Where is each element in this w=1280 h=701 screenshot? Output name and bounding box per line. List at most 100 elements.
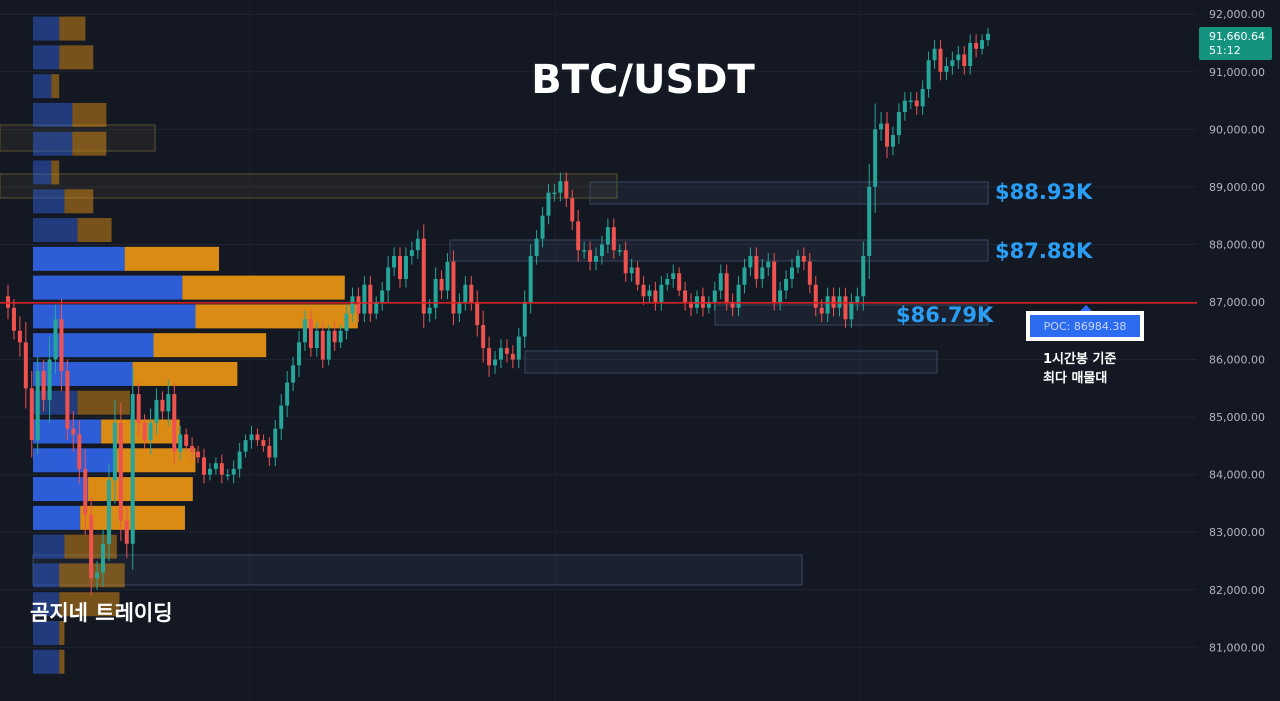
candle-body	[665, 278, 670, 285]
candle-body	[974, 42, 979, 49]
poc-note-line2: 최다 매물대	[1043, 370, 1107, 386]
candle-body	[6, 296, 10, 308]
candle-body	[29, 388, 34, 441]
vp-sell-bar	[59, 620, 65, 645]
vp-buy-bar	[33, 16, 60, 41]
candle-body	[683, 290, 688, 302]
candle-body	[902, 100, 907, 113]
candle-body	[914, 100, 919, 107]
candle-body	[409, 250, 414, 256]
candle-body	[564, 181, 569, 199]
vp-sell-bar	[88, 477, 193, 502]
vp-sell-bar	[72, 102, 107, 127]
vp-buy-bar	[33, 160, 52, 185]
candle-body	[570, 198, 575, 222]
candle-body	[671, 273, 676, 279]
candle-body	[528, 255, 533, 302]
candle-body	[475, 302, 480, 326]
candle-body	[599, 244, 604, 256]
candle-body	[790, 267, 794, 279]
candle-body	[718, 273, 723, 291]
candle-body	[41, 371, 46, 400]
candle-body	[795, 255, 800, 268]
candle-body	[736, 284, 741, 308]
candlesticks	[6, 28, 990, 596]
candle-body	[481, 325, 486, 349]
candle-body	[641, 284, 646, 297]
candle-body	[498, 348, 503, 360]
candle-body	[694, 296, 699, 308]
vp-buy-bar	[33, 505, 81, 530]
vp-sell-bar	[59, 649, 65, 674]
price-axis[interactable]: 92,000.00 91,000.00 90,000.00 89,000.00 88,0…	[1209, 8, 1265, 654]
vp-buy-bar	[33, 448, 115, 473]
candle-body	[712, 290, 717, 302]
candle-body	[332, 330, 337, 343]
candle-body	[196, 451, 201, 458]
candle-body	[980, 40, 985, 49]
current-price-text: 91,660.64	[1209, 30, 1265, 43]
vp-sell-bar	[124, 246, 220, 271]
vp-buy-bar	[33, 592, 60, 617]
candle-body	[106, 480, 111, 544]
price-tick-label: 81,000.00	[1209, 641, 1265, 654]
candle-body	[23, 342, 28, 389]
candle-body	[451, 261, 456, 314]
candle-body	[647, 290, 652, 297]
candle-body	[504, 348, 509, 354]
candle-body	[588, 250, 593, 262]
vp-buy-bar	[33, 246, 125, 271]
candle-body	[457, 302, 462, 314]
candle-body	[801, 255, 806, 262]
vp-sell-bar	[72, 131, 107, 156]
candle-body	[17, 330, 22, 343]
zone-rect	[0, 173, 618, 199]
countdown-text: 51:12	[1209, 44, 1241, 57]
candle-body	[207, 468, 212, 475]
candle-body	[184, 434, 189, 446]
candle-body	[576, 221, 581, 251]
candle-body	[754, 255, 759, 279]
candle-body	[314, 330, 319, 349]
candle-body	[308, 319, 313, 349]
candle-body	[819, 307, 824, 314]
candle-body	[784, 278, 789, 291]
candle-body	[825, 296, 830, 314]
candle-body	[956, 54, 961, 61]
price-tick-label: 83,000.00	[1209, 526, 1265, 539]
candle-body	[344, 313, 349, 331]
candle-body	[469, 284, 474, 302]
candle-body	[261, 440, 266, 446]
candle-body	[374, 302, 379, 314]
candle-body	[867, 186, 872, 256]
candle-body	[926, 60, 931, 90]
candle-body	[493, 359, 498, 366]
candle-body	[178, 434, 183, 452]
candle-body	[291, 365, 296, 383]
vp-sell-bar	[114, 448, 196, 473]
candle-body	[813, 284, 818, 308]
candle-body	[831, 296, 836, 308]
candle-body	[77, 434, 82, 469]
candle-body	[510, 353, 515, 360]
candle-body	[748, 255, 753, 268]
vp-sell-bar	[51, 160, 60, 185]
price-tick-label: 82,000.00	[1209, 584, 1265, 597]
candle-body	[249, 434, 254, 441]
price-tick-label: 90,000.00	[1209, 123, 1265, 136]
candle-body	[368, 284, 373, 314]
candle-body	[778, 290, 783, 302]
vp-sell-bar	[51, 74, 60, 99]
candle-body	[837, 296, 842, 308]
candle-body	[148, 422, 153, 441]
price-tick-label: 86,000.00	[1209, 354, 1265, 367]
candle-body	[267, 445, 272, 458]
candle-body	[611, 227, 616, 251]
candle-body	[706, 302, 711, 308]
zone-rect	[589, 181, 989, 205]
candle-body	[421, 238, 426, 314]
candle-body	[202, 457, 206, 475]
candle-body	[932, 48, 937, 61]
candle-body	[398, 255, 402, 279]
